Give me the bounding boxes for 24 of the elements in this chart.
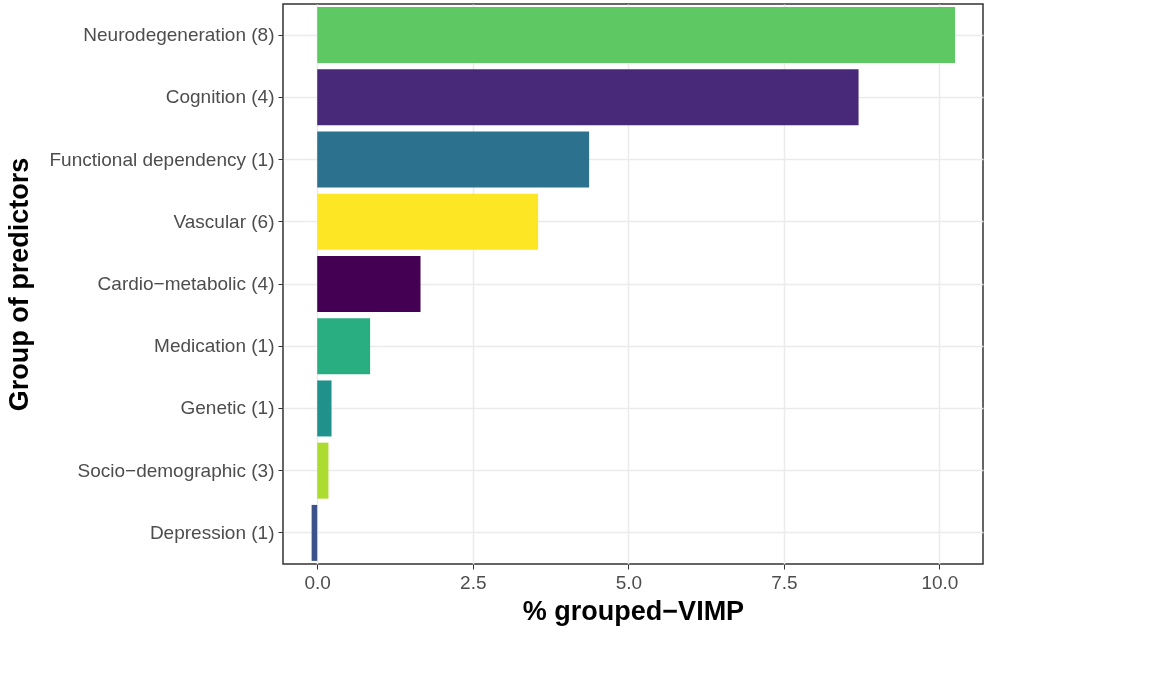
- y-tick-label: Socio−demographic (3): [77, 459, 275, 481]
- bar: [317, 256, 421, 312]
- x-tick-label: 5.0: [615, 571, 643, 593]
- bar: [317, 7, 955, 64]
- y-tick-label: Genetic (1): [180, 397, 275, 419]
- bar: [317, 380, 332, 437]
- y-tick-label: Cognition (4): [165, 86, 275, 108]
- x-tick-label: 7.5: [771, 571, 798, 593]
- x-tick-label: 0.0: [304, 571, 331, 593]
- y-axis-title: Group of predictors: [3, 157, 34, 412]
- y-tick-label: Neurodegeneration (8): [83, 24, 275, 46]
- y-tick-label: Medication (1): [154, 335, 275, 357]
- x-tick-label: 2.5: [460, 571, 487, 593]
- bar: [317, 193, 539, 250]
- x-axis-title: % grouped−VIMP: [522, 595, 745, 626]
- bar: [317, 131, 590, 188]
- y-tick-label: Vascular (6): [173, 210, 275, 232]
- bar: [317, 318, 371, 375]
- y-tick-label: Cardio−metabolic (4): [97, 273, 275, 294]
- bar: [317, 69, 859, 126]
- x-tick-label: 10.0: [921, 571, 959, 593]
- y-tick-label: Functional dependency (1): [49, 148, 275, 170]
- bar: [317, 442, 329, 499]
- y-tick-label: Depression (1): [149, 521, 275, 543]
